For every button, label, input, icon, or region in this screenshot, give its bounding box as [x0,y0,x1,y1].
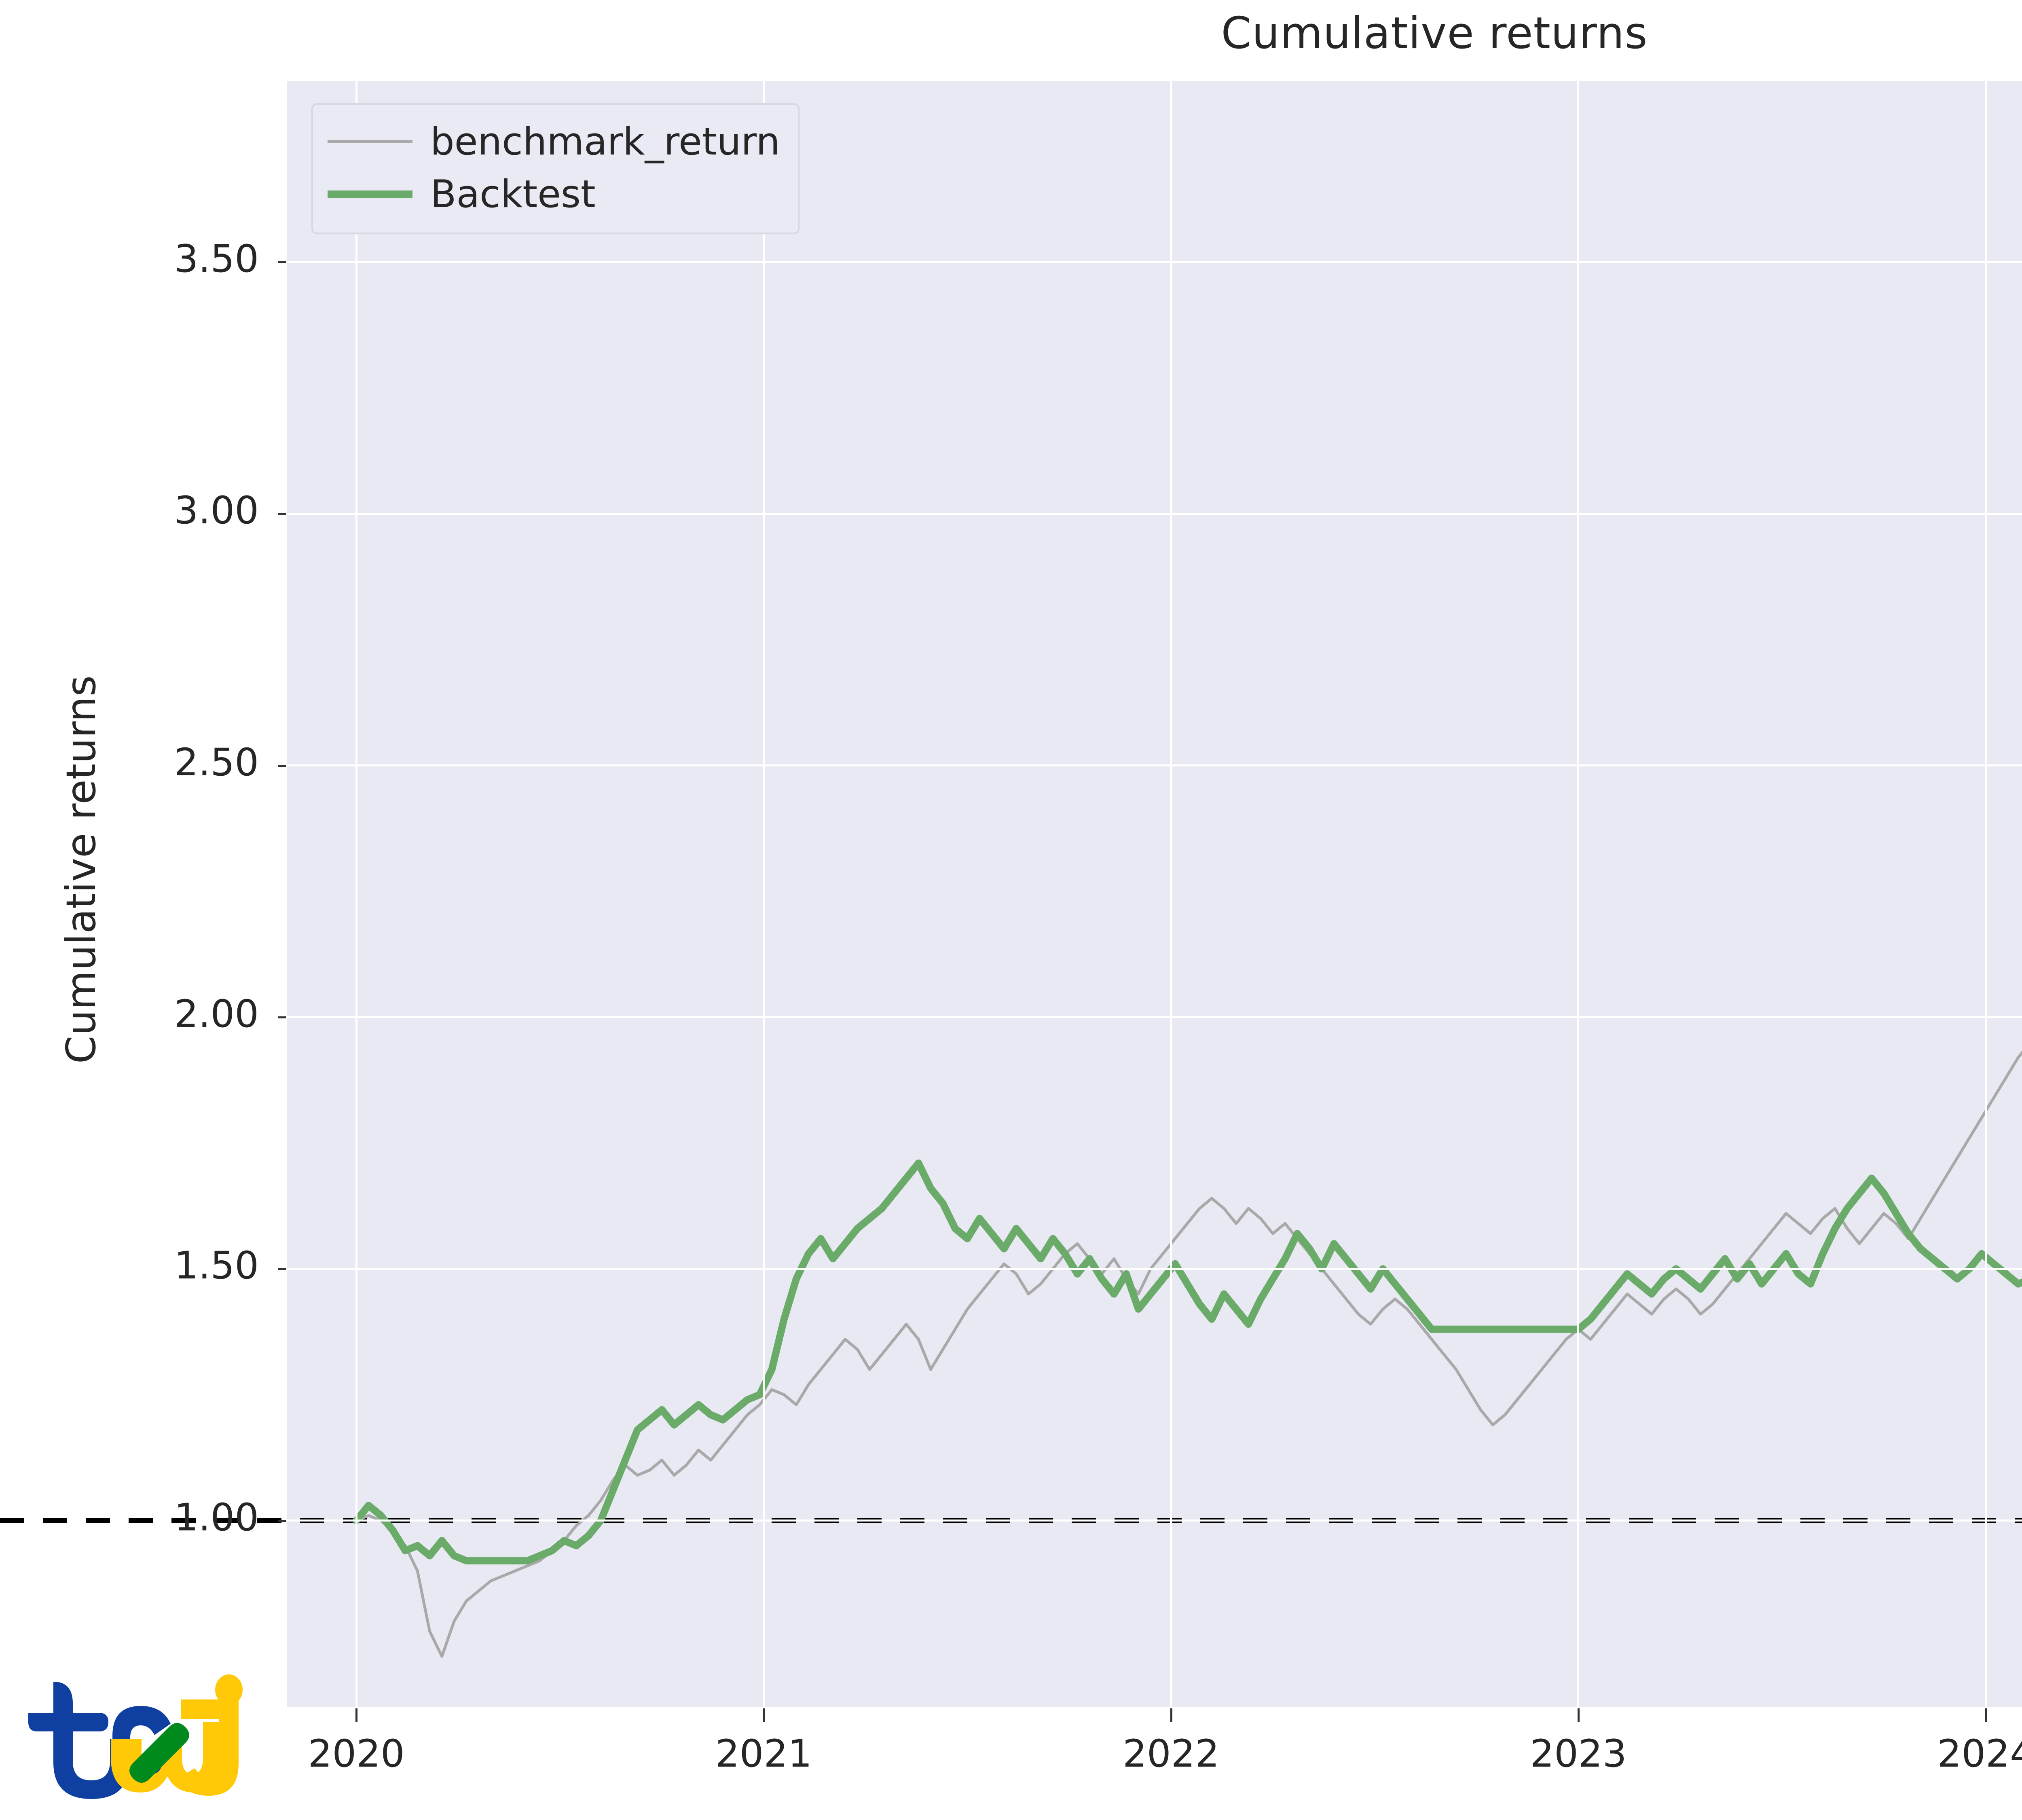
y-tick-label: 1.50 [174,1244,259,1288]
series-layer [0,1050,2022,1658]
x-tick-mark [1577,1708,1580,1722]
y-gridline [287,1268,2022,1270]
y-tick-mark [278,261,286,264]
y-tick-label: 2.00 [174,992,259,1036]
y-gridline [287,261,2022,263]
y-tick-label: 3.00 [174,489,259,533]
x-tick-mark [1170,1708,1172,1722]
x-tick-label: 2021 [715,1732,812,1776]
plot-area [0,81,2022,1707]
x-tick-mark [355,1708,358,1722]
y-tick-mark [278,1268,286,1270]
x-tick-mark [1985,1708,1987,1722]
x-tick-label: 2023 [1530,1732,1627,1776]
logo-dot [215,1674,243,1705]
y-tick-label: 2.50 [174,740,259,785]
logo-green-bar [129,1723,189,1783]
series-line-benchmark-return [355,1050,2022,1658]
legend-swatch-icon [328,140,412,143]
x-tick-label: 2022 [1123,1732,1220,1776]
legend-item-benchmark-return[interactable]: benchmark_return [328,115,780,168]
x-gridline [762,81,765,1707]
x-gridline [1577,81,1580,1707]
y-tick-mark [278,513,286,515]
legend: benchmark_return Backtest [311,103,800,234]
tej-logo-glyphs [28,1674,243,1799]
series-line-backtest [353,1159,2022,1565]
x-gridline [1170,81,1172,1707]
logo-letter-j-yellow [176,1699,239,1796]
y-tick-mark [278,764,286,767]
y-gridline [287,1519,2022,1522]
legend-label: Backtest [430,172,596,216]
page-title: Cumulative returns [1221,8,1648,59]
x-tick-label: 2020 [308,1732,405,1776]
tej-logo [28,1674,243,1799]
y-gridline [287,512,2022,515]
legend-item-backtest[interactable]: Backtest [328,168,780,220]
logo-letter-t [28,1713,129,1799]
y-tick-mark [278,1519,286,1522]
logo-letter-t-stem [53,1682,73,1731]
y-tick-mark [278,1016,286,1018]
legend-label: benchmark_return [430,119,780,164]
y-gridline [287,1016,2022,1018]
x-tick-mark [763,1708,765,1722]
x-gridline [1984,81,1987,1707]
legend-swatch-icon [328,190,412,198]
y-tick-label: 3.50 [174,237,259,281]
y-tick-label: 1.00 [174,1495,259,1540]
x-tick-label: 2024 [1937,1732,2022,1776]
y-gridline [287,764,2022,767]
x-gridline [355,81,357,1707]
